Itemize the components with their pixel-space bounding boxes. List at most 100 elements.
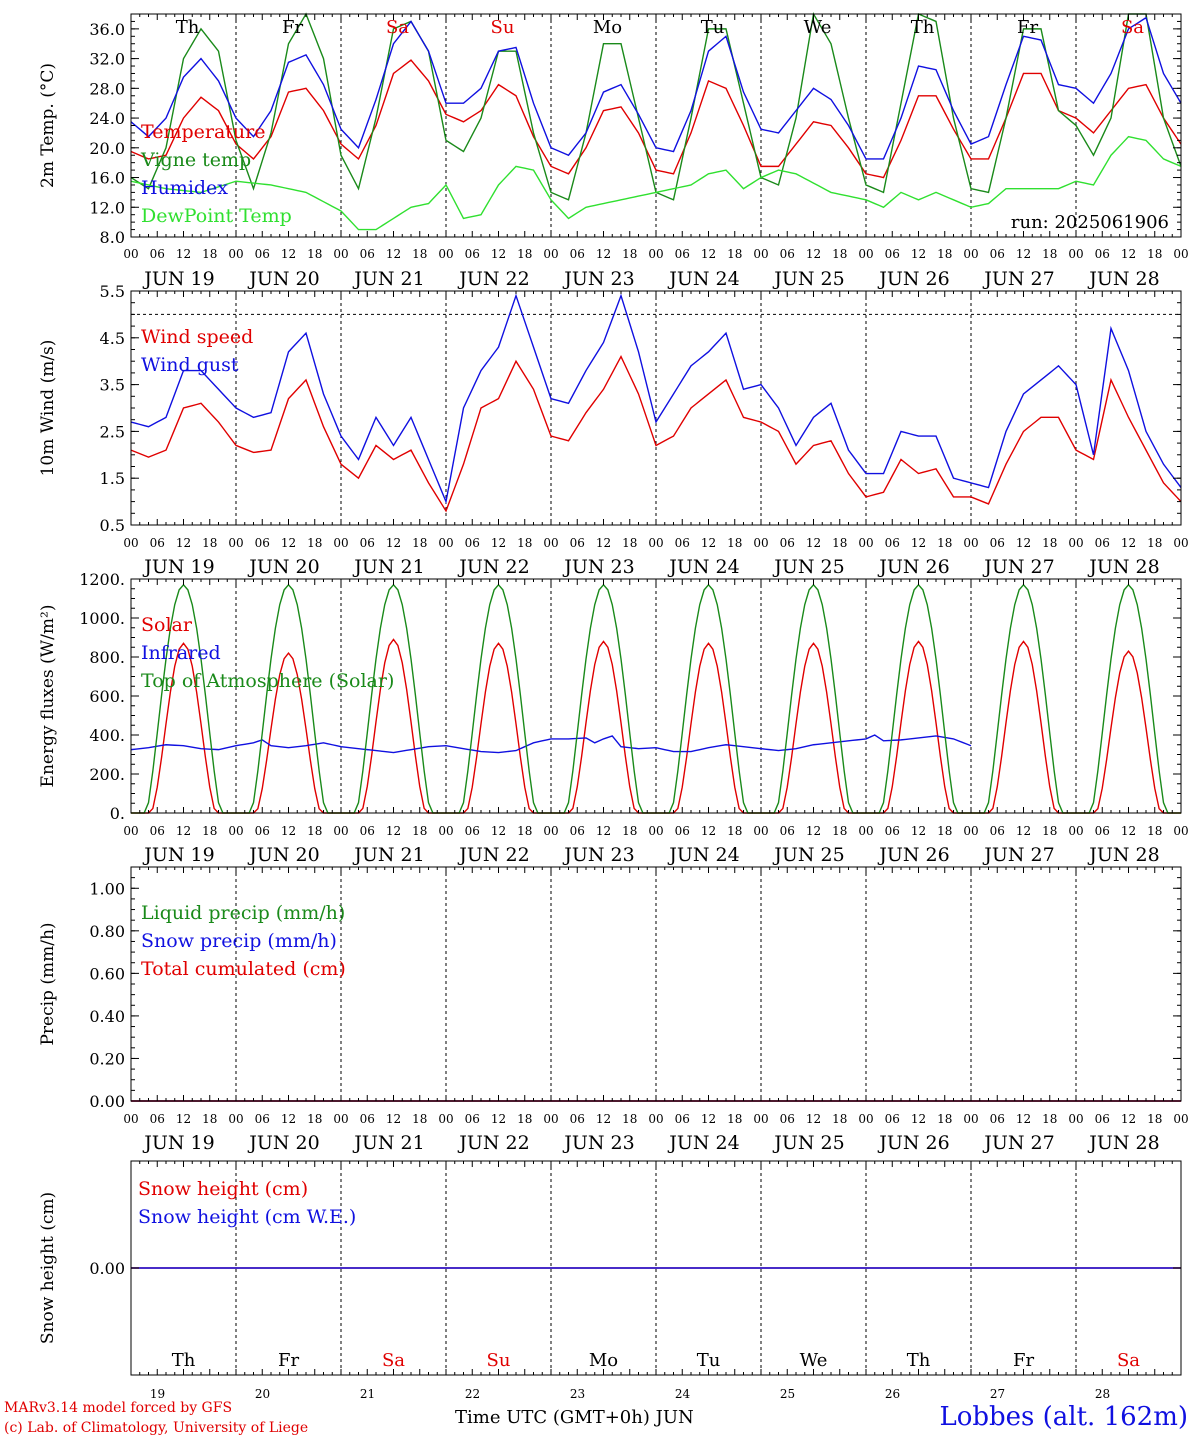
hour-tick-label: 00 <box>1173 1112 1188 1126</box>
hour-tick-label: 12 <box>596 536 611 550</box>
hour-tick-label: 18 <box>622 824 637 838</box>
hour-tick-label: 18 <box>1147 1112 1162 1126</box>
hour-tick-label: 06 <box>465 1112 480 1126</box>
legend-entry: Vigne temp <box>140 149 251 171</box>
hour-tick-label: 00 <box>543 824 558 838</box>
hour-tick-label: 00 <box>963 1112 978 1126</box>
hour-tick-label: 12 <box>806 824 821 838</box>
y-tick-label: 2.5 <box>100 422 125 441</box>
hour-tick-label: 00 <box>753 536 768 550</box>
hour-tick-label: 06 <box>150 1112 165 1126</box>
day-number-label: 25 <box>780 1387 795 1401</box>
hour-tick-label: 06 <box>990 824 1005 838</box>
hour-tick-label: 18 <box>622 1112 637 1126</box>
plot-frame <box>130 13 1182 238</box>
legend-entry: Snow precip (mm/h) <box>141 930 337 952</box>
date-label: JUN 21 <box>352 268 424 290</box>
date-label: JUN 22 <box>457 556 529 578</box>
hour-tick-label: 18 <box>1147 824 1162 838</box>
hour-tick-label: 18 <box>937 1112 952 1126</box>
run-annotation: run: 2025061906 <box>1011 212 1169 233</box>
hour-tick-label: 12 <box>1121 247 1136 261</box>
hour-tick-label: 18 <box>412 536 427 550</box>
hour-tick-label: 00 <box>1068 247 1083 261</box>
day-number-label: 19 <box>150 1387 165 1401</box>
hour-tick-label: 18 <box>937 824 952 838</box>
hour-tick-label: 12 <box>281 247 296 261</box>
date-label: JUN 25 <box>772 268 844 290</box>
date-label: JUN 20 <box>247 556 319 578</box>
hour-tick-label: 00 <box>753 824 768 838</box>
y-tick-label: 1.00 <box>89 879 125 898</box>
hour-tick-label: 18 <box>832 536 847 550</box>
hour-tick-label: 12 <box>1121 824 1136 838</box>
y-tick-label: 0.00 <box>89 1092 125 1111</box>
hour-tick-label: 06 <box>570 536 585 550</box>
hour-tick-label: 12 <box>386 824 401 838</box>
date-label: JUN 21 <box>352 556 424 578</box>
y-tick-label: 200. <box>89 765 125 784</box>
hour-tick-label: 12 <box>176 1112 191 1126</box>
hour-tick-label: 06 <box>885 247 900 261</box>
hour-tick-label: 18 <box>517 824 532 838</box>
y-axis-title: 2m Temp. (°C) <box>38 63 58 188</box>
hour-tick-label: 18 <box>1042 536 1057 550</box>
hour-tick-label: 00 <box>648 247 663 261</box>
hour-tick-label: 06 <box>360 1112 375 1126</box>
hour-tick-label: 18 <box>1147 247 1162 261</box>
hour-tick-label: 06 <box>150 824 165 838</box>
hour-tick-label: 00 <box>228 536 243 550</box>
weekday-label: We <box>804 17 832 38</box>
hour-tick-label: 12 <box>701 247 716 261</box>
date-label: JUN 19 <box>142 844 214 866</box>
hour-tick-label: 12 <box>281 536 296 550</box>
hour-tick-label: 00 <box>438 536 453 550</box>
hour-tick-label: 12 <box>1016 824 1031 838</box>
y-tick-label: 0.60 <box>89 964 125 983</box>
hour-tick-label: 00 <box>543 1112 558 1126</box>
hour-tick-label: 06 <box>255 1112 270 1126</box>
hour-tick-label: 18 <box>832 824 847 838</box>
hour-tick-label: 12 <box>386 247 401 261</box>
hour-tick-label: 12 <box>701 1112 716 1126</box>
date-label: JUN 27 <box>982 1132 1054 1154</box>
panel-3: 1200. 1000. 800. 600. 400. 200. 0. Energy fluxe… <box>38 570 1189 866</box>
hour-tick-label: 06 <box>570 824 585 838</box>
date-label: JUN 27 <box>982 844 1054 866</box>
day-number-label: 21 <box>360 1387 375 1401</box>
series-line <box>130 135 1182 231</box>
series-line <box>130 293 1182 505</box>
hour-tick-label: 18 <box>622 247 637 261</box>
weekday-label: Tu <box>697 1350 721 1371</box>
y-tick-label: 1200. <box>79 570 125 589</box>
day-number-label: 24 <box>675 1387 691 1401</box>
y-tick-label: 1000. <box>79 609 125 628</box>
hour-tick-label: 18 <box>412 824 427 838</box>
weekday-label: Su <box>487 1350 511 1371</box>
date-label: JUN 20 <box>247 268 319 290</box>
hour-tick-label: 18 <box>937 247 952 261</box>
hour-tick-label: 18 <box>727 536 742 550</box>
lab-credit: (c) Lab. of Climatology, University of L… <box>4 1420 309 1436</box>
panel-2: 5.5 4.5 3.5 2.5 1.5 0.5 10m Wind (m/s) Wind spe… <box>38 282 1189 578</box>
date-label: JUN 26 <box>877 1132 949 1154</box>
hour-tick-label: 00 <box>543 536 558 550</box>
hour-tick-label: 18 <box>307 247 322 261</box>
x-axis-title-text: Time UTC (GMT+0h) <box>455 1407 650 1428</box>
hour-tick-label: 18 <box>412 1112 427 1126</box>
hour-tick-label: 18 <box>517 247 532 261</box>
hour-tick-label: 00 <box>543 247 558 261</box>
hour-tick-label: 06 <box>570 247 585 261</box>
y-tick-label: 1.5 <box>100 469 125 488</box>
date-label: JUN 25 <box>772 1132 844 1154</box>
hour-tick-label: 18 <box>202 536 217 550</box>
y-tick-label: 0.40 <box>89 1007 125 1026</box>
hour-tick-label: 12 <box>491 824 506 838</box>
date-label: JUN 24 <box>667 556 739 578</box>
hour-tick-label: 00 <box>123 824 138 838</box>
date-label: JUN 19 <box>142 268 214 290</box>
date-label: JUN 24 <box>667 1132 739 1154</box>
date-label: JUN 23 <box>562 844 634 866</box>
hour-tick-label: 18 <box>1042 247 1057 261</box>
hour-tick-label: 18 <box>832 247 847 261</box>
